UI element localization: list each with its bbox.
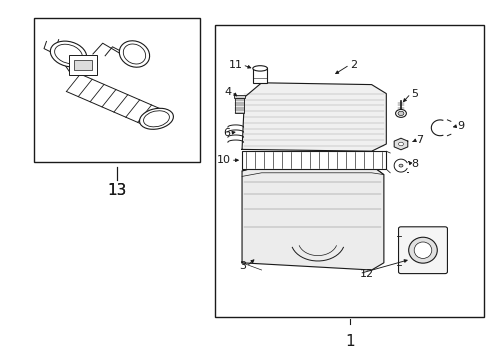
Text: 8: 8 [410, 159, 417, 169]
Polygon shape [242, 83, 386, 151]
Ellipse shape [50, 41, 86, 67]
Ellipse shape [413, 242, 431, 258]
Text: 3: 3 [239, 261, 246, 271]
Ellipse shape [398, 142, 403, 146]
Ellipse shape [408, 237, 436, 263]
Ellipse shape [55, 44, 82, 64]
Text: 4: 4 [224, 87, 231, 97]
Bar [242, 151, 386, 169]
Text: 9: 9 [456, 121, 464, 131]
Bar [233, 95, 245, 98]
Bar [34, 18, 200, 162]
Ellipse shape [123, 44, 145, 64]
Text: 11: 11 [228, 60, 242, 70]
Ellipse shape [397, 111, 403, 116]
Bar [234, 98, 244, 113]
Text: 2: 2 [349, 60, 356, 70]
Text: 6: 6 [223, 128, 229, 138]
Text: 13: 13 [107, 183, 127, 198]
FancyBboxPatch shape [398, 227, 447, 274]
Ellipse shape [398, 164, 402, 167]
Text: 12: 12 [359, 269, 373, 279]
FancyBboxPatch shape [74, 60, 92, 70]
Ellipse shape [139, 108, 173, 129]
Bar [215, 25, 483, 317]
Ellipse shape [119, 41, 149, 67]
Polygon shape [393, 138, 407, 150]
Ellipse shape [395, 109, 406, 117]
Text: 13: 13 [107, 183, 127, 198]
FancyBboxPatch shape [69, 55, 97, 75]
Text: 5: 5 [410, 89, 417, 99]
Ellipse shape [252, 66, 267, 71]
Text: 7: 7 [415, 135, 422, 145]
Text: 1: 1 [344, 334, 354, 350]
Bar [252, 68, 267, 83]
Text: 10: 10 [216, 155, 230, 165]
Polygon shape [242, 166, 383, 270]
Ellipse shape [143, 111, 169, 127]
